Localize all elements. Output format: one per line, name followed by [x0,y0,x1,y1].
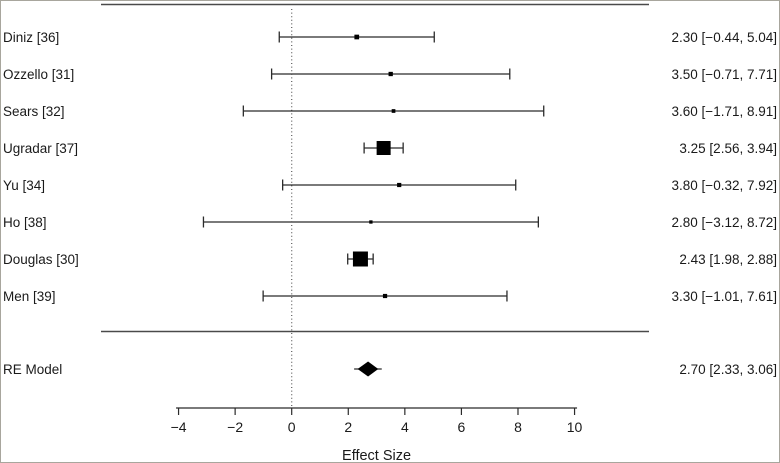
summary-diamond [357,361,379,377]
study-label: Ho [38] [3,215,47,230]
study-label: Men [39] [3,289,56,304]
summary-label: RE Model [3,362,62,377]
estimate-value: 3.60 [−1.71, 8.91] [672,104,777,119]
study-label: Sears [32] [3,104,65,119]
estimate-value: 3.30 [−1.01, 7.61] [672,289,777,304]
x-axis-title: Effect Size [342,448,411,462]
study-label: Diniz [36] [3,30,59,45]
estimate-value: 2.80 [−3.12, 8.72] [672,215,777,230]
estimate-marker [388,71,393,77]
estimate-marker [382,293,388,299]
x-tick-label: 2 [344,419,352,435]
study-label: Ugradar [37] [3,141,78,156]
estimate-value: 3.80 [−0.32, 7.92] [672,178,777,193]
x-tick-label: 8 [514,419,522,435]
x-tick-label: 10 [567,419,583,435]
x-tick-label: 6 [458,419,466,435]
estimate-value: 3.50 [−0.71, 7.71] [672,67,777,82]
study-label: Yu [34] [3,178,45,193]
estimate-marker [352,251,368,267]
x-tick-label: 0 [288,419,296,435]
estimate-value: 2.30 [−0.44, 5.04] [672,30,777,45]
x-tick-label: −4 [171,419,187,435]
summary-value: 2.70 [2.33, 3.06] [679,362,777,377]
estimate-value: 3.25 [2.56, 3.94] [679,141,777,156]
estimate-marker [376,141,391,155]
study-label: Ozzello [31] [3,67,74,82]
estimate-marker [369,220,373,224]
estimate-marker [354,34,360,40]
estimate-marker [391,109,396,113]
study-label: Douglas [30] [3,252,79,267]
estimate-value: 2.43 [1.98, 2.88] [679,252,777,267]
estimate-marker [397,182,402,188]
x-tick-label: −2 [227,419,243,435]
x-tick-label: 4 [401,419,409,435]
